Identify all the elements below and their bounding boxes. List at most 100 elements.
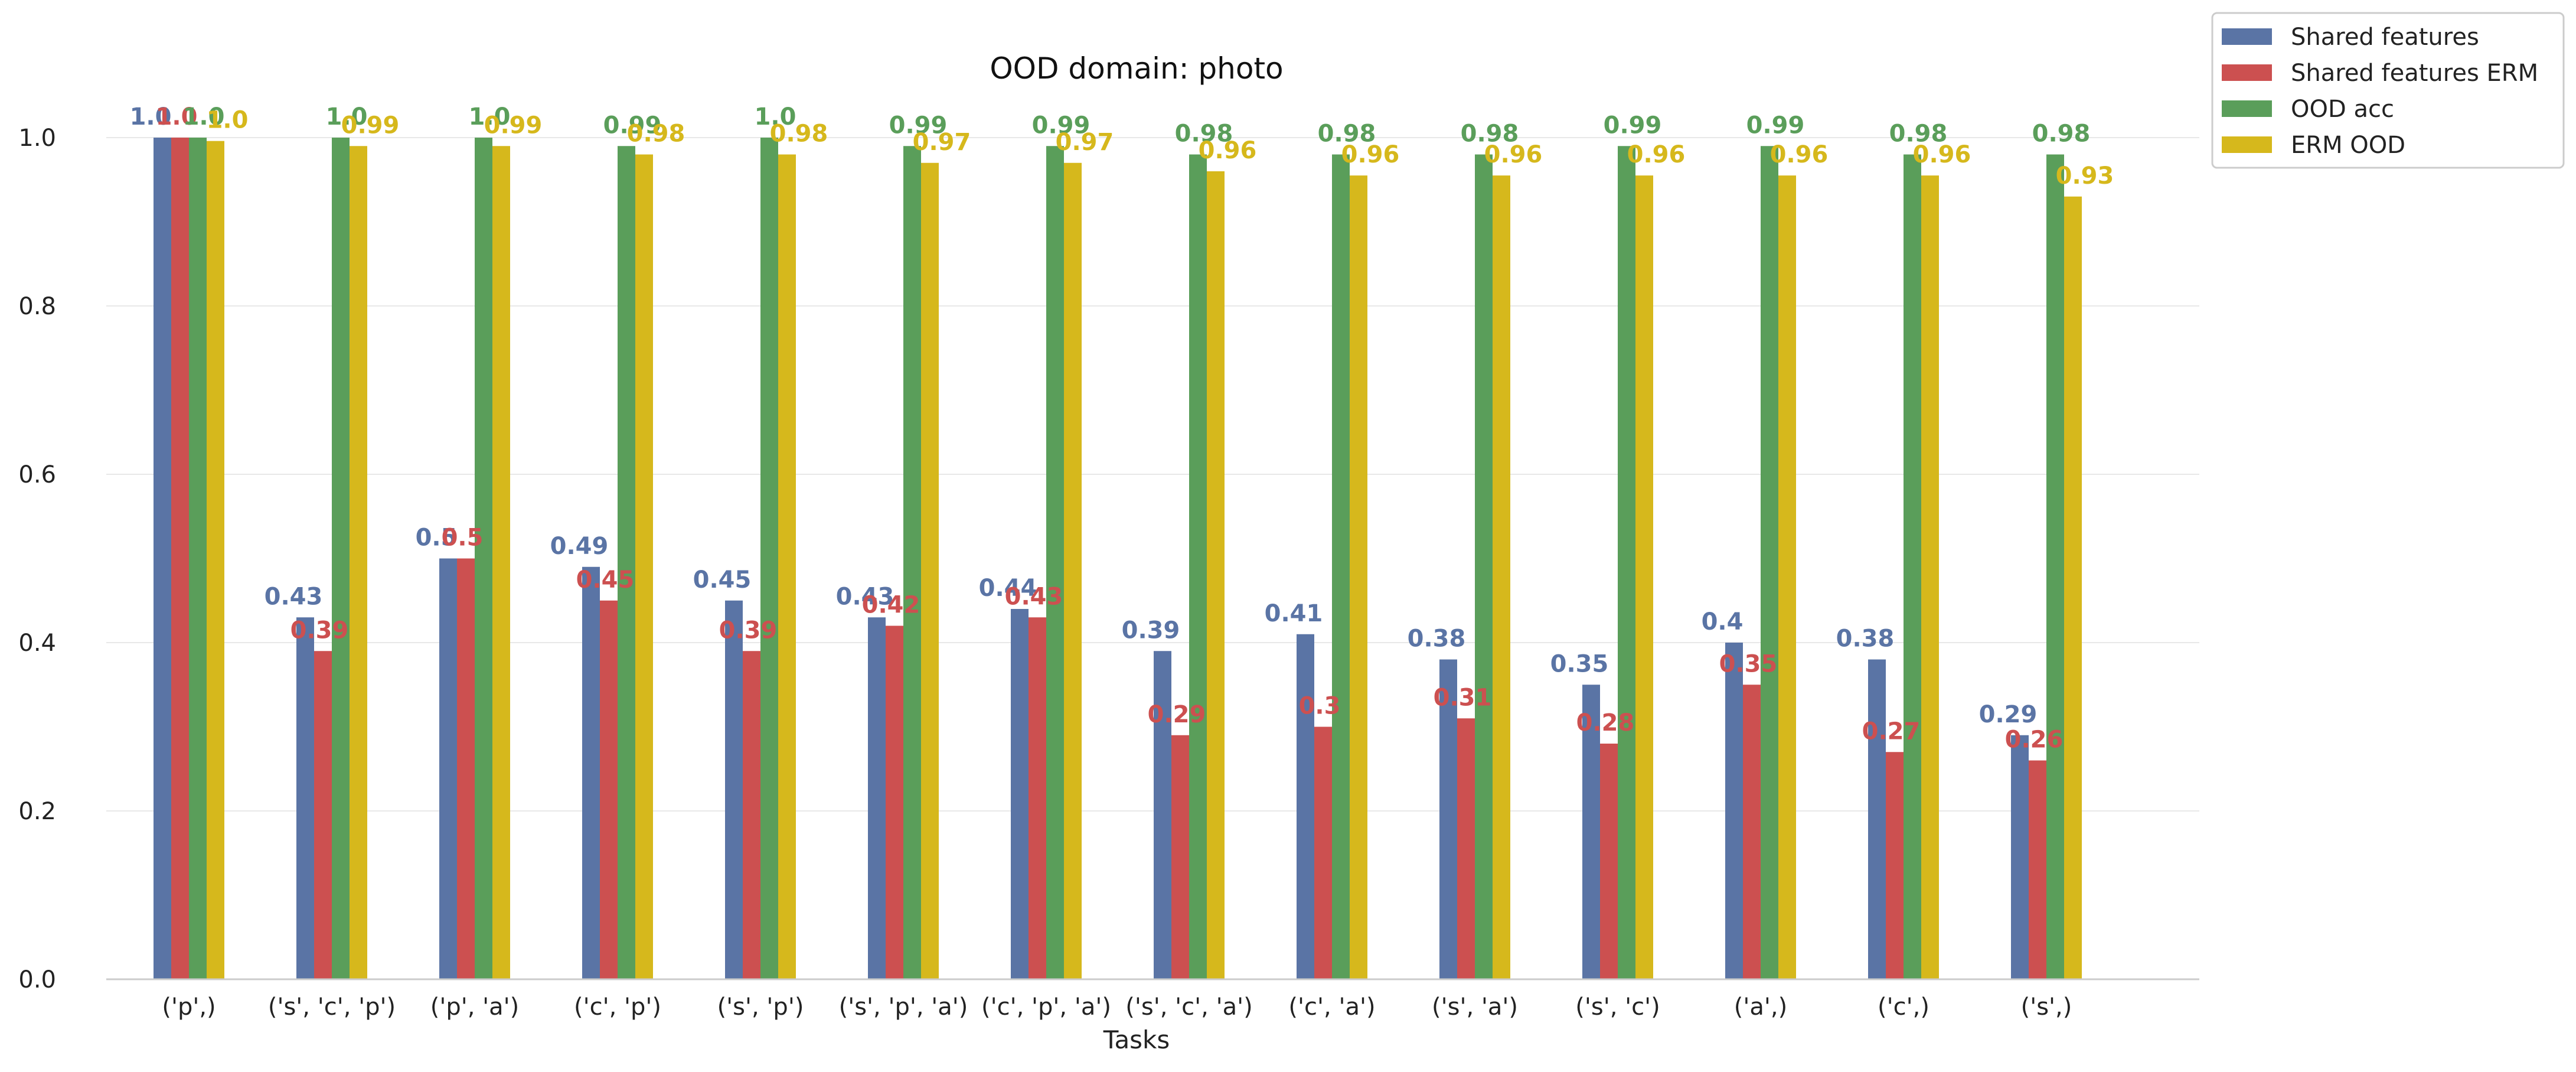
data-label: 0.99 [889, 112, 948, 139]
bar [1635, 175, 1653, 979]
bar [189, 138, 207, 979]
data-label: 0.28 [1576, 709, 1635, 737]
bar [1493, 175, 1510, 979]
legend-swatch [2222, 28, 2272, 45]
data-label: 0.39 [719, 617, 778, 644]
bar [439, 558, 457, 979]
bar [618, 146, 635, 979]
bar [332, 138, 350, 979]
bar [154, 138, 171, 979]
bar [1297, 634, 1314, 979]
value-labels: 1.01.01.01.00.430.391.00.990.50.51.00.99… [130, 103, 2114, 754]
legend-label: ERM OOD [2291, 132, 2405, 159]
bar [314, 651, 332, 979]
y-tick-label: 0.4 [18, 630, 56, 657]
data-label: 0.98 [2032, 120, 2091, 148]
data-label: 0.31 [1434, 684, 1492, 711]
data-label: 0.98 [627, 120, 685, 148]
bar [1439, 659, 1457, 979]
bar [1886, 752, 1904, 979]
y-tick-label: 0.6 [18, 461, 56, 488]
y-tick-label: 0.2 [18, 798, 56, 825]
y-tick-label: 0.0 [18, 966, 56, 993]
data-label: 0.42 [862, 592, 920, 619]
bar [1743, 685, 1761, 979]
legend-label: OOD acc [2291, 96, 2394, 123]
bar [171, 138, 189, 979]
data-label: 0.99 [1032, 112, 1091, 139]
data-label: 1.0 [326, 103, 368, 131]
data-label: 0.39 [1122, 617, 1180, 644]
data-label: 0.4 [1702, 608, 1744, 636]
data-label: 0.45 [576, 566, 635, 594]
data-label: 0.38 [1408, 625, 1466, 653]
data-label: 1.0 [130, 103, 172, 131]
x-tick-label: ('s', 'c') [1575, 993, 1660, 1021]
x-tick-label: ('s', 'a') [1432, 993, 1518, 1021]
bar [582, 566, 600, 979]
x-tick-label: ('c', 'a') [1288, 993, 1375, 1021]
legend-swatch [2222, 64, 2272, 81]
bar [1457, 718, 1475, 979]
legend-frame [2211, 12, 2565, 169]
data-label: 0.43 [265, 583, 323, 610]
bar [1725, 643, 1743, 979]
bar [2064, 196, 2082, 979]
x-tick-label: ('c',) [1878, 993, 1929, 1021]
bar [2046, 154, 2064, 979]
data-label: 0.98 [1889, 120, 1948, 148]
bar [1778, 175, 1796, 979]
bar [2029, 760, 2046, 979]
y-tick-label: 1.0 [18, 125, 56, 152]
data-label: 1.0 [156, 103, 198, 131]
data-label: 0.99 [484, 112, 543, 139]
data-label: 0.38 [1836, 625, 1895, 653]
data-label: 0.3 [1299, 693, 1341, 720]
data-label: 0.96 [1627, 141, 1686, 168]
bar [903, 146, 921, 979]
bar [350, 146, 367, 979]
x-tick-label: ('s', 'p', 'a') [839, 993, 968, 1021]
bar [1314, 726, 1332, 979]
bar [1029, 617, 1046, 979]
data-label: 0.99 [1604, 112, 1662, 139]
legend: Shared features Shared features ERM OOD ac… [2211, 12, 2565, 169]
data-label: 1.0 [755, 103, 796, 131]
data-label: 0.39 [290, 617, 349, 644]
data-label: 0.96 [1770, 141, 1829, 168]
bar [1207, 171, 1225, 979]
x-tick-label: ('s',) [2021, 993, 2072, 1021]
bar [1046, 146, 1064, 979]
x-tick-label: ('c', 'p', 'a') [981, 993, 1111, 1021]
x-axis-label: Tasks [1103, 1025, 1170, 1054]
legend-swatch [2222, 136, 2272, 153]
data-label: 0.29 [1148, 701, 1206, 728]
bar [1868, 659, 1886, 979]
data-label: 1.0 [207, 107, 249, 134]
bar [1618, 146, 1635, 979]
data-label: 1.0 [469, 103, 511, 131]
data-label: 0.26 [2005, 726, 2064, 754]
bar [207, 141, 224, 980]
data-label: 0.93 [2056, 162, 2114, 190]
x-axis-ticks: ('p',) ('s', 'c', 'p') ('p', 'a') ('c', 'p'… [162, 993, 2072, 1021]
data-label: 0.45 [693, 566, 752, 594]
bar [600, 600, 618, 979]
data-label: 0.96 [1199, 137, 1257, 164]
data-label: 0.49 [550, 533, 609, 560]
x-tick-label: ('s', 'c', 'p') [268, 993, 396, 1021]
data-label: 0.27 [1862, 718, 1921, 745]
bar [1904, 154, 1921, 979]
y-tick-label: 0.8 [18, 293, 56, 320]
data-label: 0.99 [603, 112, 662, 139]
data-label: 0.29 [1979, 701, 2038, 728]
data-label: 0.35 [1550, 650, 1609, 677]
bar [1761, 146, 1778, 979]
x-tick-label: ('p',) [162, 993, 216, 1021]
bar [492, 146, 510, 979]
bar [778, 154, 796, 979]
x-tick-label: ('s', 'c', 'a') [1125, 993, 1252, 1021]
data-label: 0.97 [1056, 129, 1114, 156]
legend-swatch [2222, 100, 2272, 117]
bar [457, 558, 475, 979]
